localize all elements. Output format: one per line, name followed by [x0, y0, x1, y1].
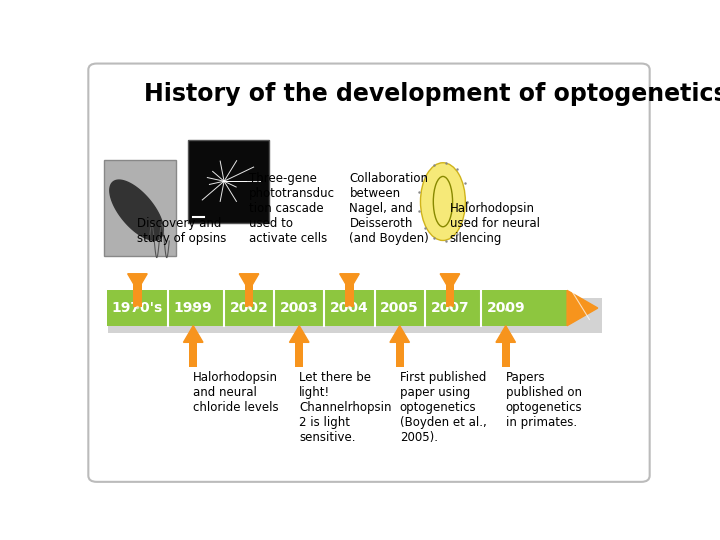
Ellipse shape	[420, 163, 465, 240]
FancyBboxPatch shape	[133, 282, 142, 307]
Polygon shape	[127, 274, 147, 291]
Text: 2005: 2005	[380, 301, 419, 315]
FancyBboxPatch shape	[188, 140, 269, 223]
Text: Papers
published on
optogenetics
in primates.: Papers published on optogenetics in prim…	[505, 372, 582, 429]
Text: Halorhodopsin
and neural
chloride levels: Halorhodopsin and neural chloride levels	[193, 372, 279, 415]
Polygon shape	[440, 274, 459, 291]
Polygon shape	[110, 180, 163, 240]
Polygon shape	[239, 274, 258, 291]
Text: History of the development of optogenetics: History of the development of optogeneti…	[144, 82, 720, 106]
FancyBboxPatch shape	[109, 298, 602, 333]
FancyBboxPatch shape	[104, 160, 176, 256]
Text: Halorhodopsin
used for neural
silencing: Halorhodopsin used for neural silencing	[450, 201, 540, 245]
Text: 1999: 1999	[174, 301, 212, 315]
FancyBboxPatch shape	[89, 64, 649, 482]
FancyBboxPatch shape	[502, 342, 510, 367]
Text: 2009: 2009	[487, 301, 525, 315]
Polygon shape	[184, 326, 203, 342]
FancyBboxPatch shape	[107, 291, 567, 326]
Text: Three-gene
phototransduc
tion cascade
used to
activate cells: Three-gene phototransduc tion cascade us…	[249, 172, 335, 245]
Text: 2003: 2003	[280, 301, 318, 315]
Polygon shape	[567, 291, 598, 326]
FancyBboxPatch shape	[295, 342, 303, 367]
Polygon shape	[340, 274, 359, 291]
Text: Let there be
light!
Channelrhopsin
2 is light
sensitive.: Let there be light! Channelrhopsin 2 is …	[300, 372, 392, 444]
Text: First published
paper using
optogenetics
(Boyden et al.,
2005).: First published paper using optogenetics…	[400, 372, 487, 444]
Polygon shape	[289, 326, 309, 342]
Polygon shape	[496, 326, 516, 342]
Text: Discovery and
study of opsins: Discovery and study of opsins	[138, 217, 227, 245]
Text: 2002: 2002	[230, 301, 269, 315]
Polygon shape	[390, 326, 410, 342]
FancyBboxPatch shape	[411, 160, 475, 252]
Text: 1970's: 1970's	[112, 301, 163, 315]
FancyBboxPatch shape	[395, 342, 404, 367]
Text: 2004: 2004	[330, 301, 369, 315]
FancyBboxPatch shape	[446, 282, 454, 307]
FancyBboxPatch shape	[189, 342, 197, 367]
Text: Collaboration
between
Nagel, and
Deisseroth
(and Boyden): Collaboration between Nagel, and Deisser…	[349, 172, 429, 245]
FancyBboxPatch shape	[346, 282, 354, 307]
FancyBboxPatch shape	[245, 282, 253, 307]
Text: 2007: 2007	[431, 301, 469, 315]
